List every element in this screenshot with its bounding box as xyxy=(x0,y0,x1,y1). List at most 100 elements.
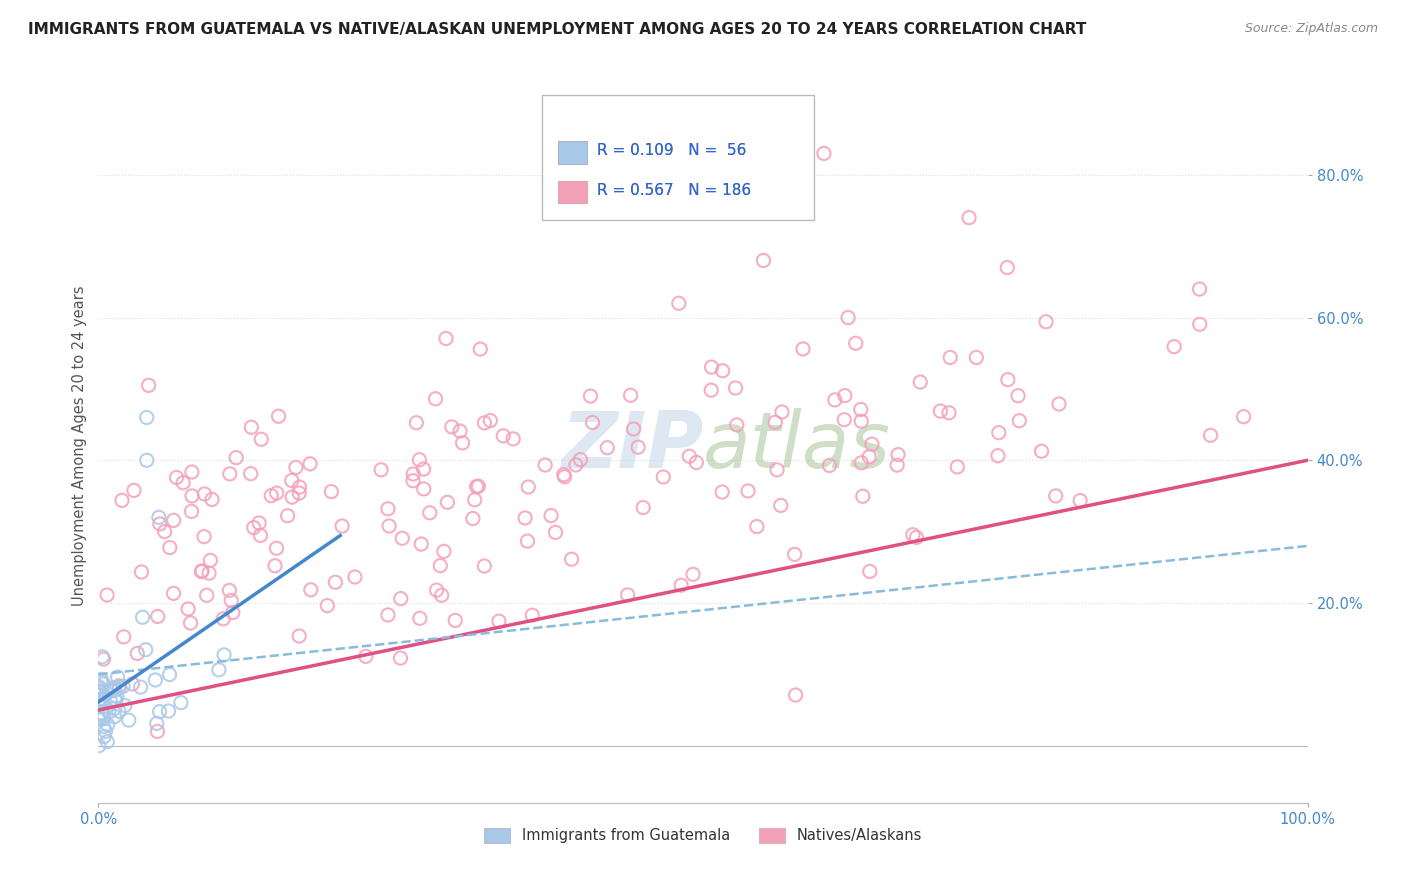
Point xyxy=(901,527,924,541)
Point xyxy=(995,260,1018,275)
Y-axis label: Unemployment Among Ages 20 to 24 years: Unemployment Among Ages 20 to 24 years xyxy=(72,285,87,607)
Point xyxy=(89,694,111,708)
Point xyxy=(724,381,747,395)
Point xyxy=(668,296,690,310)
Point xyxy=(997,373,1019,387)
Point xyxy=(449,424,471,438)
Text: R = 0.567   N = 186: R = 0.567 N = 186 xyxy=(596,183,751,198)
Point xyxy=(402,474,425,488)
Point xyxy=(378,519,401,533)
Text: Source: ZipAtlas.com: Source: ZipAtlas.com xyxy=(1244,22,1378,36)
Point xyxy=(145,716,167,731)
Point xyxy=(752,253,775,268)
Point xyxy=(172,475,194,490)
Point xyxy=(818,458,841,473)
Point xyxy=(143,673,166,687)
Point xyxy=(90,684,112,698)
Point xyxy=(112,630,135,644)
FancyBboxPatch shape xyxy=(558,180,586,203)
Point xyxy=(104,693,127,707)
Point xyxy=(623,422,645,436)
Point xyxy=(461,511,484,525)
Point xyxy=(430,588,453,602)
Point xyxy=(464,492,486,507)
Point xyxy=(118,713,141,727)
Point xyxy=(1163,340,1185,354)
Point xyxy=(354,649,377,664)
Point xyxy=(89,698,111,712)
Point xyxy=(946,459,969,474)
Point xyxy=(859,565,882,579)
Point xyxy=(631,500,654,515)
Point xyxy=(90,673,112,687)
Point xyxy=(440,420,463,434)
Point xyxy=(138,378,160,392)
Point xyxy=(419,506,441,520)
Point xyxy=(104,701,127,715)
Point xyxy=(108,679,131,693)
Point xyxy=(488,614,510,628)
Point xyxy=(522,608,544,623)
Point xyxy=(832,413,855,427)
Point xyxy=(266,486,288,500)
Point xyxy=(402,467,425,481)
Point xyxy=(93,652,115,666)
Point xyxy=(288,629,311,643)
Point xyxy=(479,413,502,427)
Point xyxy=(849,402,872,417)
Point xyxy=(249,528,271,542)
Point xyxy=(938,406,960,420)
Point xyxy=(104,709,127,723)
Point xyxy=(284,460,307,475)
Point xyxy=(370,463,392,477)
Point xyxy=(910,375,932,389)
Point xyxy=(745,519,768,533)
Point xyxy=(242,521,264,535)
Point xyxy=(905,530,928,544)
Point xyxy=(135,410,157,425)
Point xyxy=(91,649,114,664)
Point xyxy=(93,709,115,723)
Point xyxy=(1045,489,1067,503)
Point xyxy=(377,501,399,516)
Point xyxy=(1188,318,1211,332)
Point xyxy=(89,692,111,706)
Text: IMMIGRANTS FROM GUATEMALA VS NATIVE/ALASKAN UNEMPLOYMENT AMONG AGES 20 TO 24 YEA: IMMIGRANTS FROM GUATEMALA VS NATIVE/ALAS… xyxy=(28,22,1087,37)
Point xyxy=(135,453,157,467)
Point xyxy=(429,558,451,573)
Point xyxy=(87,680,110,694)
Point xyxy=(737,483,759,498)
Point xyxy=(131,610,153,624)
Point xyxy=(107,704,129,718)
Point xyxy=(965,351,987,365)
Point xyxy=(540,508,562,523)
Point xyxy=(470,342,492,356)
Point xyxy=(516,534,538,549)
Point xyxy=(148,510,170,524)
FancyBboxPatch shape xyxy=(558,141,586,164)
Point xyxy=(1069,493,1091,508)
Point xyxy=(90,706,112,720)
Point xyxy=(112,679,135,693)
Point xyxy=(97,705,120,719)
Point xyxy=(267,409,290,424)
Point xyxy=(148,705,170,719)
Text: R = 0.567   N = 186: R = 0.567 N = 186 xyxy=(596,183,751,198)
Point xyxy=(1233,409,1256,424)
Point xyxy=(146,724,169,739)
Point xyxy=(122,483,145,498)
Point xyxy=(700,359,723,374)
Point xyxy=(200,553,222,567)
Point xyxy=(193,530,215,544)
Point xyxy=(153,524,176,539)
Point xyxy=(191,564,214,578)
Point xyxy=(264,558,287,573)
Text: atlas: atlas xyxy=(703,408,891,484)
Point xyxy=(181,489,204,503)
Point xyxy=(162,513,184,527)
Point xyxy=(616,588,638,602)
Point xyxy=(180,615,202,630)
Point xyxy=(162,586,184,600)
Point xyxy=(408,452,430,467)
Point xyxy=(474,416,496,430)
